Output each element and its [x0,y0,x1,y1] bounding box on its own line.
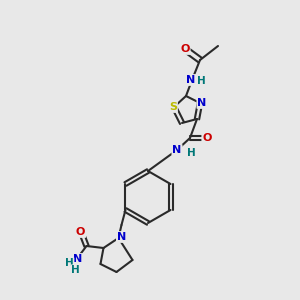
Text: H: H [187,148,195,158]
Text: O: O [202,133,212,143]
Text: S: S [169,102,177,112]
Text: H: H [196,76,206,86]
Text: N: N [186,75,196,85]
Text: O: O [180,44,190,54]
Text: H: H [71,265,80,275]
Text: N: N [197,98,207,108]
Text: N: N [73,254,82,264]
Text: H: H [65,258,74,268]
Text: O: O [76,227,85,237]
Text: N: N [117,232,126,242]
Text: N: N [172,145,182,155]
